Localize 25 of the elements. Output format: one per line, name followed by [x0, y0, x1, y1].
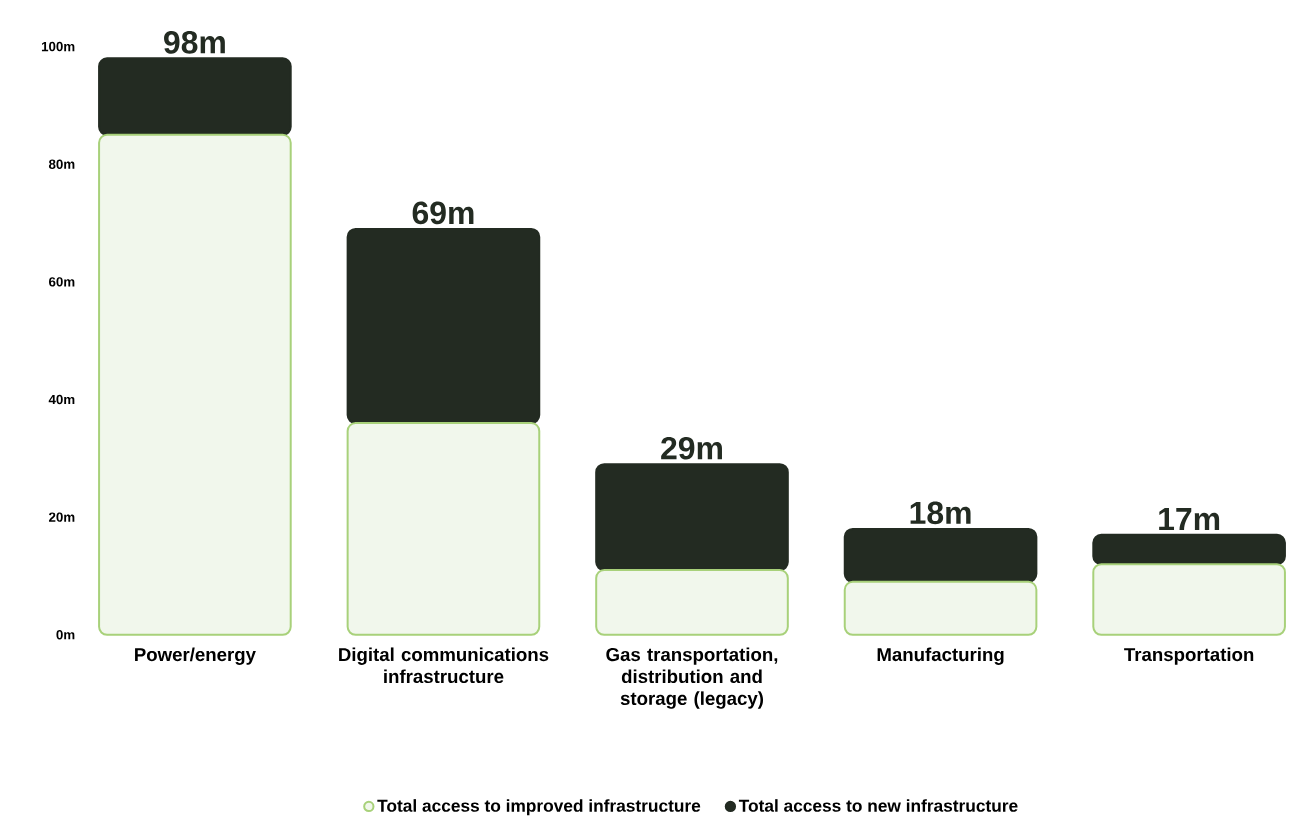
bar [98, 133, 292, 636]
y-tick-label: 20m [48, 512, 75, 522]
x-tick-label: Digital communications infrastructure [339, 647, 549, 684]
legend-label: Total access to improved infrastructure [377, 799, 701, 816]
total-label: 69m [412, 201, 474, 225]
bar [1092, 563, 1286, 636]
bar [595, 569, 789, 636]
y-tick-label: 40m [48, 394, 75, 405]
y-tick-label: 0m [56, 630, 75, 640]
bar [595, 463, 789, 572]
y-tick-label: 80m [48, 159, 75, 169]
bar [843, 580, 1038, 636]
x-tick-label: Transportation [1124, 647, 1254, 665]
total-label: 98m [164, 31, 225, 54]
bar [346, 422, 541, 636]
x-tick-label: Gas transportation, distribution and storage (legacy) [606, 647, 778, 709]
x-tick-label: Power/energy [135, 647, 256, 665]
x-tick-label: Manufacturing [877, 647, 1004, 665]
total-label: 18m [910, 501, 971, 525]
y-tick-label: 100m [41, 41, 75, 52]
bar [346, 227, 541, 425]
legend-label: Total access to new infrastructure [738, 799, 1018, 812]
y-tick-label: 60m [49, 277, 75, 287]
total-label: 17m [1159, 508, 1220, 531]
total-label: 29m [661, 436, 722, 460]
